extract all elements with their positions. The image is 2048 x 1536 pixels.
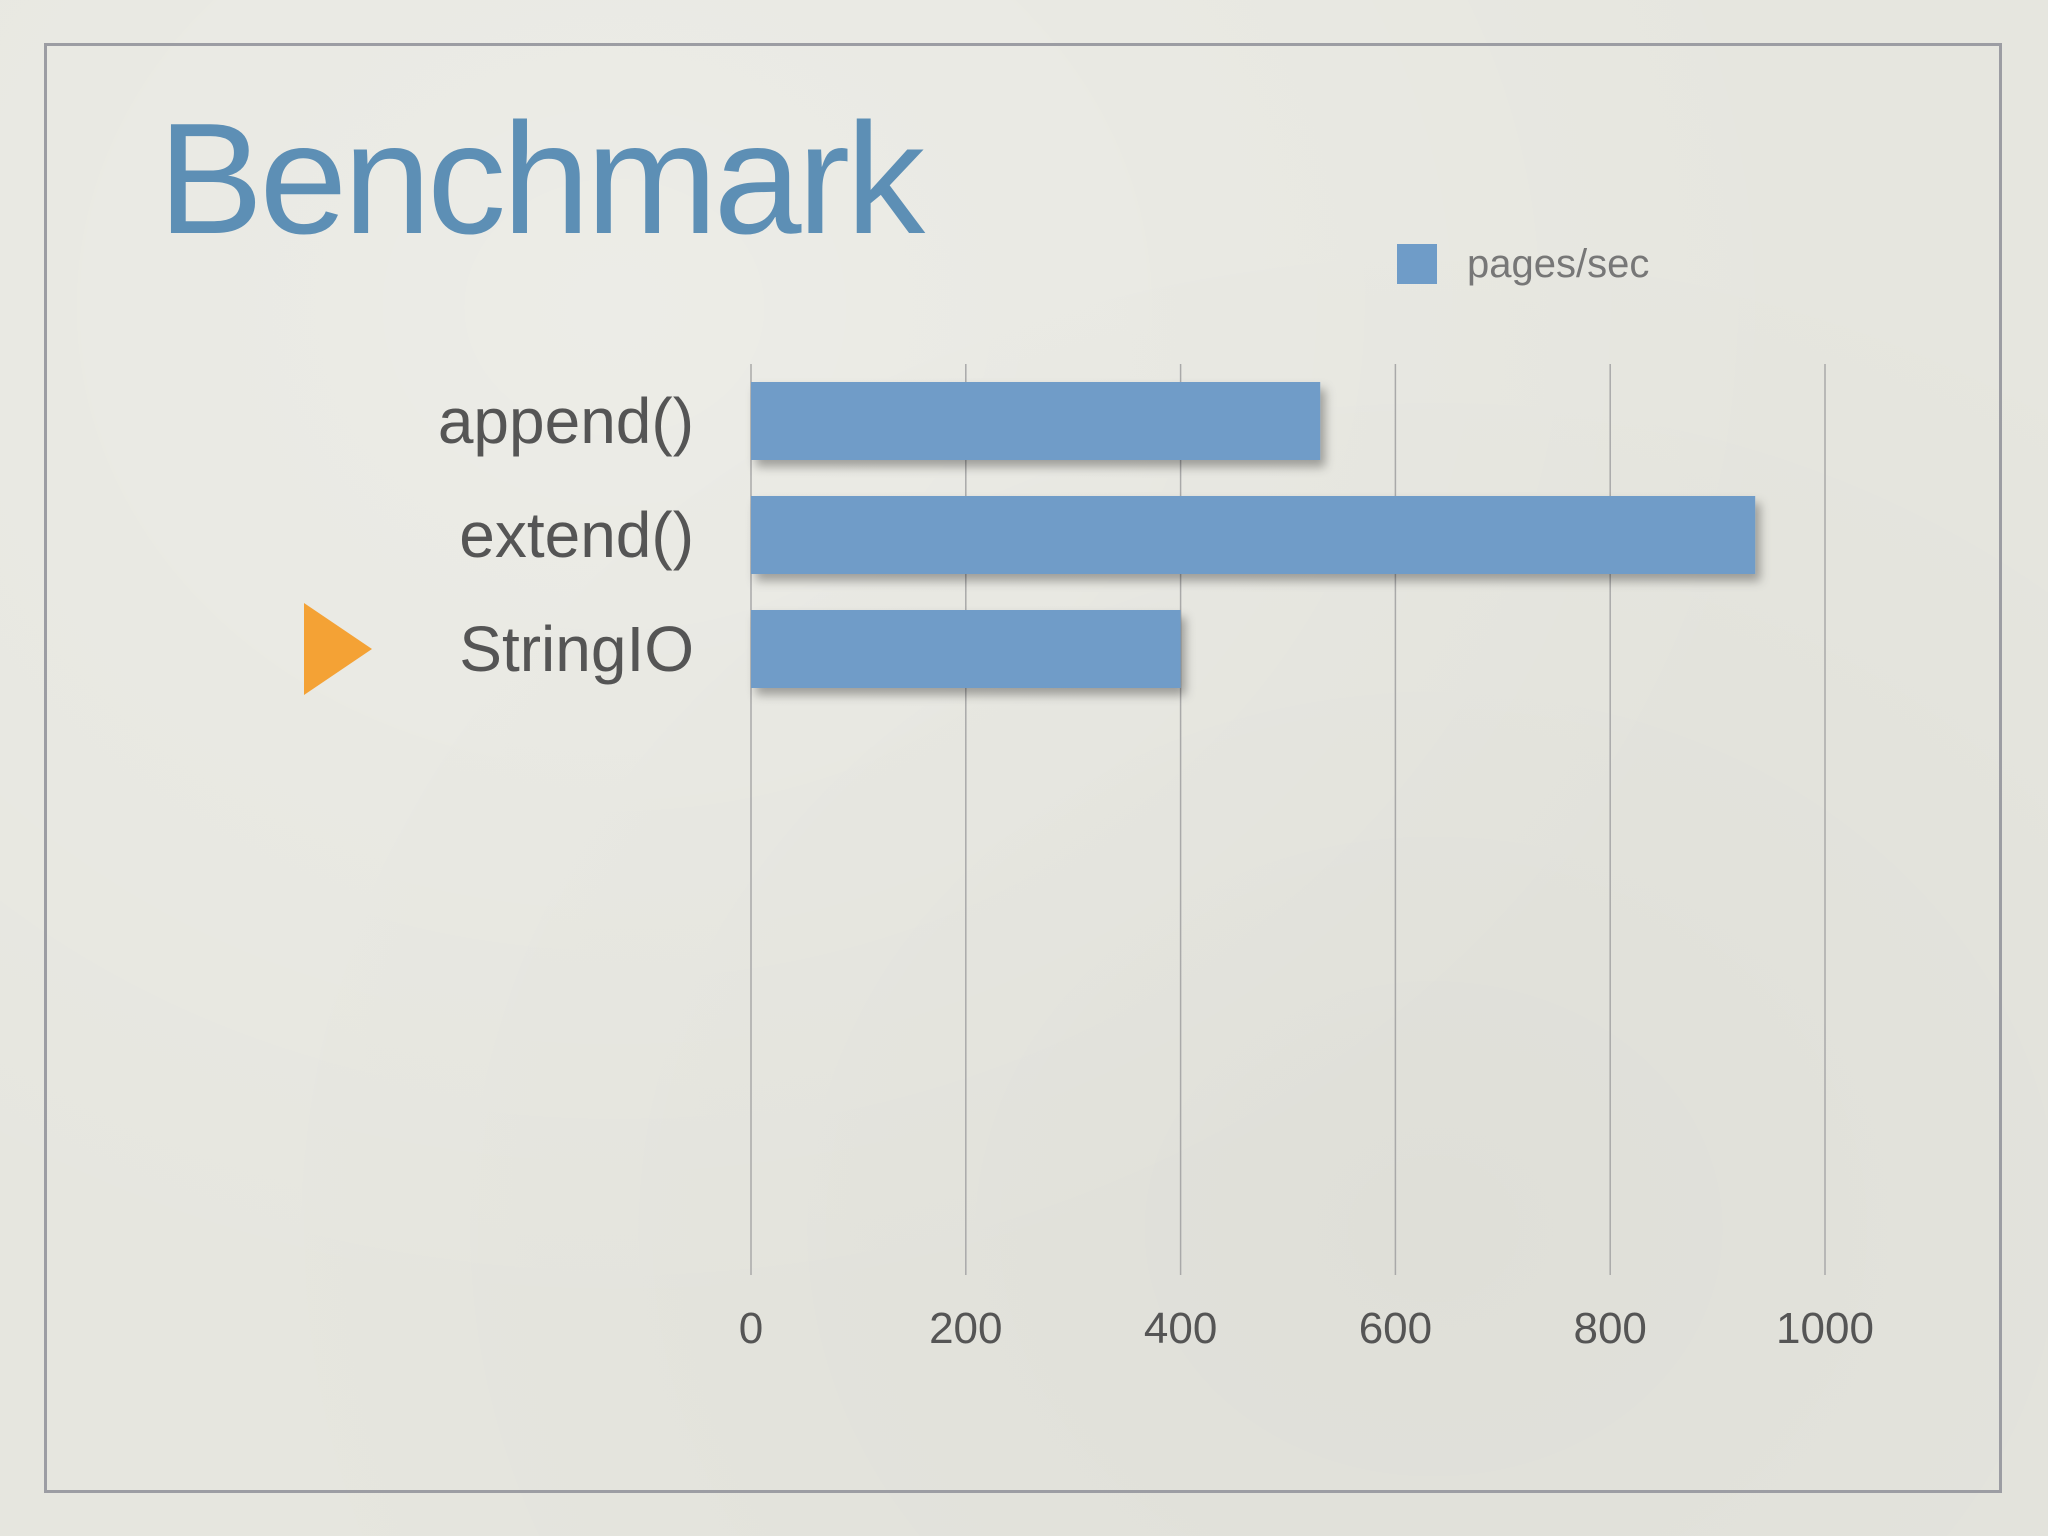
x-tick-label-800: 800 (1573, 1304, 1646, 1353)
bars (751, 382, 1756, 688)
legend-swatch (1397, 244, 1437, 284)
x-tick-labels: 0 200 400 600 800 1000 (739, 1304, 1874, 1353)
category-label-1: extend() (459, 499, 694, 571)
x-tick-label-600: 600 (1359, 1304, 1432, 1353)
triangle-right-icon (304, 603, 372, 695)
category-labels: append() extend() StringIO (438, 385, 694, 685)
bar-2 (751, 610, 1181, 688)
slide-title: Benchmark (158, 91, 925, 267)
bar-0 (751, 382, 1321, 460)
x-tick-label-200: 200 (929, 1304, 1002, 1353)
legend-label: pages/sec (1467, 242, 1649, 286)
bar-1 (751, 496, 1756, 574)
slide-frame (44, 43, 2002, 1493)
legend: pages/sec (1397, 242, 1649, 286)
category-label-0: append() (438, 385, 694, 457)
x-tick-label-0: 0 (739, 1304, 763, 1353)
category-label-2: StringIO (459, 613, 694, 685)
x-tick-label-1000: 1000 (1776, 1304, 1874, 1353)
x-tick-label-400: 400 (1144, 1304, 1217, 1353)
marker (304, 603, 372, 695)
